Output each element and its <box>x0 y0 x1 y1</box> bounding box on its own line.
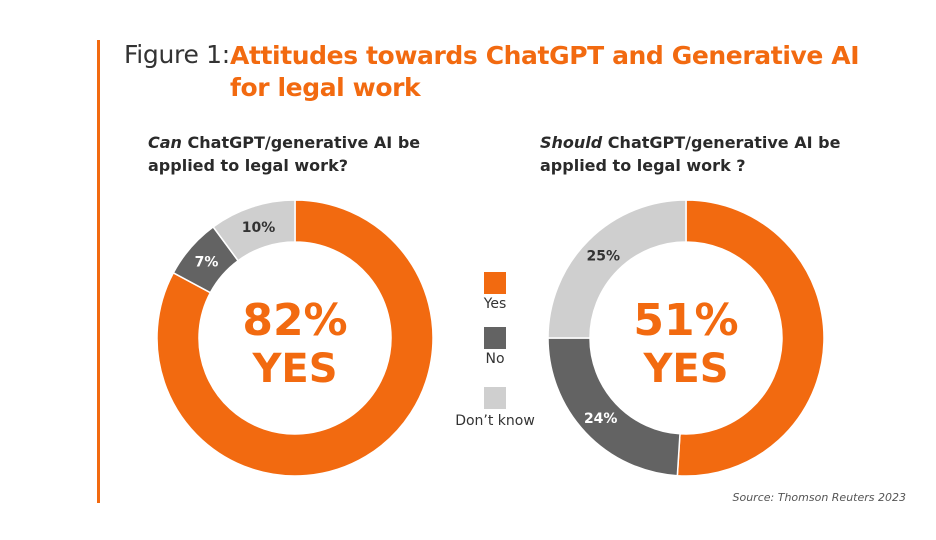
question-can: Can ChatGPT/generative AI be applied to … <box>148 131 468 177</box>
slice-label-can-no: 7% <box>195 254 219 270</box>
question-can-text: ChatGPT/generative AI be applied to lega… <box>148 133 421 175</box>
slice-label-can-dont-know: 10% <box>242 220 276 236</box>
center-label-can: YES <box>251 346 337 392</box>
figure-title: Attitudes towards ChatGPT and Generative… <box>230 41 860 102</box>
slice-can-dont-know <box>212 199 296 262</box>
question-should-text: ChatGPT/generative AI be applied to lega… <box>540 133 841 175</box>
question-should-emphasis: Should <box>540 133 603 152</box>
source-note: Source: Thomson Reuters 2023 <box>732 491 907 504</box>
question-should: Should ChatGPT/generative AI be applied … <box>540 131 860 177</box>
slice-label-should-dont-know: 25% <box>587 248 621 264</box>
legend-swatch-no <box>484 327 506 349</box>
center-value-should: 51% <box>633 295 738 346</box>
question-can-emphasis: Can <box>148 133 182 152</box>
legend-label-dont-know: Don’t know <box>455 413 535 429</box>
legend-label-yes: Yes <box>483 296 507 312</box>
figure-label: Figure 1: <box>124 40 230 69</box>
slice-can-yes <box>156 199 434 477</box>
slice-should-dont-know <box>547 199 687 339</box>
slice-should-yes <box>676 199 825 477</box>
legend-swatch-yes <box>484 272 506 294</box>
legend-swatch-dont-know <box>484 387 506 409</box>
slice-label-should-no: 24% <box>584 411 618 427</box>
accent-bar <box>97 40 100 503</box>
center-value-can: 82% <box>242 295 347 346</box>
legend-label-no: No <box>485 351 505 367</box>
center-label-should: YES <box>642 346 728 392</box>
